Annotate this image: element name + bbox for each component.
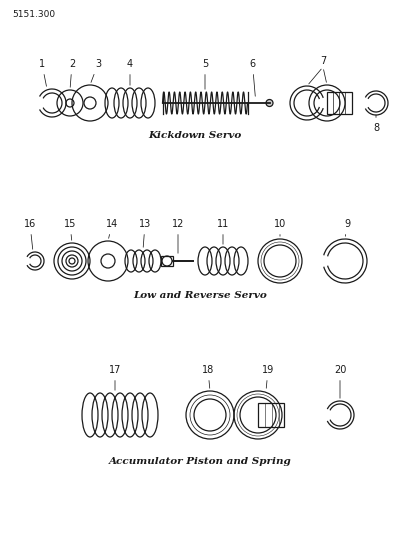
Text: 19: 19 xyxy=(262,365,274,388)
Text: 18: 18 xyxy=(202,365,214,388)
Text: Kickdown Servo: Kickdown Servo xyxy=(149,131,242,140)
Text: 1: 1 xyxy=(39,59,47,86)
Text: Low and Reverse Servo: Low and Reverse Servo xyxy=(133,290,267,300)
Bar xyxy=(161,256,173,266)
Text: Accumulator Piston and Spring: Accumulator Piston and Spring xyxy=(109,456,291,465)
Text: 6: 6 xyxy=(249,59,255,96)
Text: 16: 16 xyxy=(24,219,36,249)
Text: 3: 3 xyxy=(91,59,101,83)
Text: 17: 17 xyxy=(109,365,121,390)
Text: 10: 10 xyxy=(274,219,286,236)
Text: 5: 5 xyxy=(202,59,208,89)
Circle shape xyxy=(266,100,273,107)
Text: 5151.300: 5151.300 xyxy=(12,10,55,19)
Bar xyxy=(258,403,284,427)
Text: 4: 4 xyxy=(127,59,133,85)
Text: 9: 9 xyxy=(344,219,350,236)
Text: 8: 8 xyxy=(373,115,379,133)
Text: 11: 11 xyxy=(217,219,229,244)
Bar xyxy=(327,92,352,114)
Text: 13: 13 xyxy=(139,219,151,247)
Text: 12: 12 xyxy=(172,219,184,253)
Text: 7: 7 xyxy=(320,56,326,66)
Text: 14: 14 xyxy=(106,219,118,238)
Text: 2: 2 xyxy=(69,59,75,87)
Text: 15: 15 xyxy=(64,219,76,240)
Text: 20: 20 xyxy=(334,365,346,398)
